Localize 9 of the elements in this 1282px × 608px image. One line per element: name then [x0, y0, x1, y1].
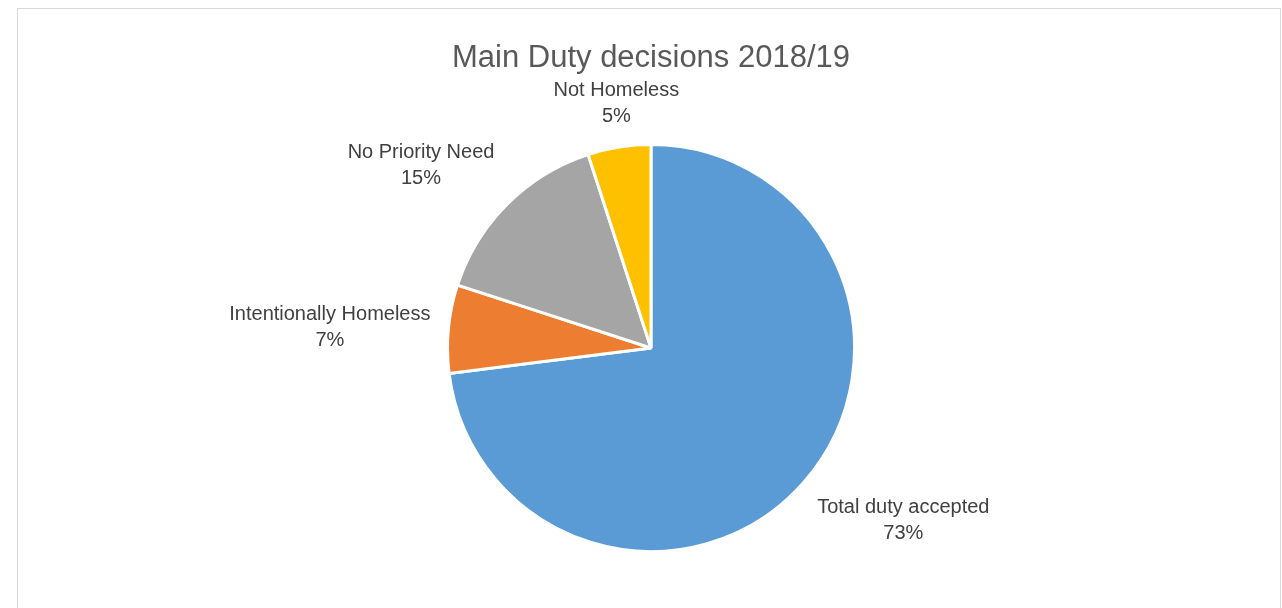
data-label: 73% — [883, 521, 924, 543]
slice-label: Intentionally Homeless — [229, 301, 431, 324]
data-label: 7% — [315, 327, 345, 350]
slice-label: Not Homeless — [553, 77, 680, 100]
data-label: 5% — [601, 103, 632, 126]
data-label: 15% — [401, 165, 442, 188]
chart-title: Main Duty decisions 2018/19 — [451, 38, 851, 74]
slice-label: Total duty accepted — [817, 495, 990, 517]
slice-label: No Priority Need — [347, 139, 495, 162]
